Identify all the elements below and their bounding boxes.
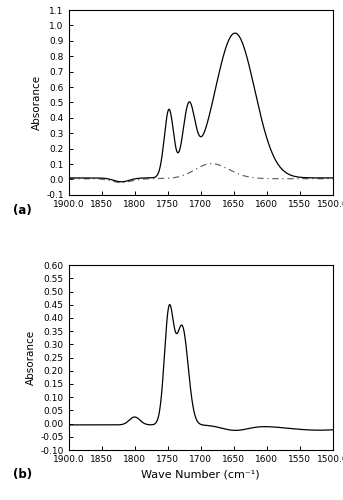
X-axis label: Wave Number (cm⁻¹): Wave Number (cm⁻¹) [141, 470, 260, 480]
Y-axis label: Absorance: Absorance [32, 75, 42, 130]
Text: (a): (a) [13, 204, 32, 217]
Y-axis label: Absorance: Absorance [26, 330, 36, 385]
Text: (b): (b) [13, 468, 32, 481]
